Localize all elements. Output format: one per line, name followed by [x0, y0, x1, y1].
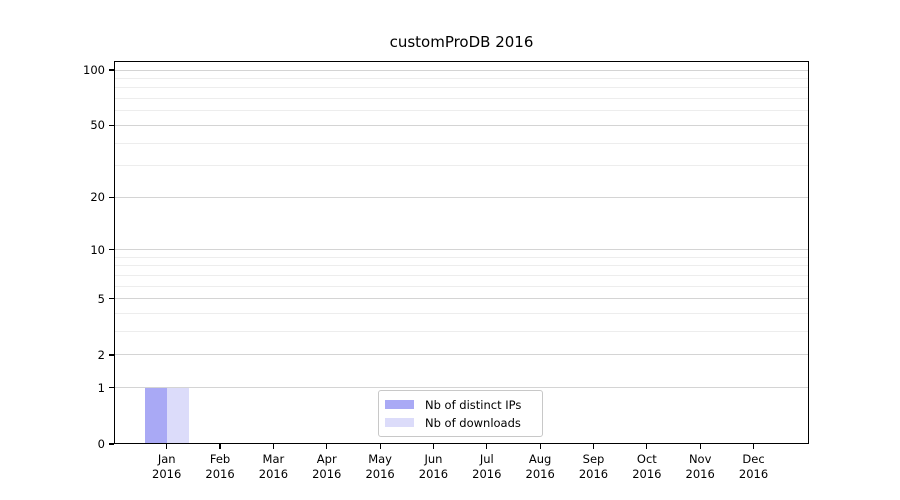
- y-tick-label: 5: [97, 291, 105, 306]
- legend-swatch-distinct-ips: [385, 400, 414, 409]
- y-tick-mark: [109, 124, 114, 127]
- legend-label-distinct-ips: Nb of distinct IPs: [425, 397, 522, 412]
- x-tick-label: Mar 2016: [241, 452, 305, 482]
- y-tick-mark: [109, 354, 114, 356]
- chart-legend: Nb of distinct IPs Nb of downloads: [378, 390, 543, 437]
- minor-gridline: [114, 87, 809, 89]
- month-label: May: [368, 452, 392, 466]
- x-tick-mark: [166, 444, 168, 449]
- year-label: 2016: [312, 467, 342, 481]
- minor-gridline: [114, 331, 809, 333]
- year-label: 2016: [685, 467, 715, 481]
- y-tick-label: 2: [97, 347, 105, 362]
- x-tick-mark: [592, 444, 595, 449]
- minor-gridline: [114, 78, 809, 80]
- x-tick-label: Apr 2016: [295, 452, 359, 482]
- minor-gridline: [114, 142, 809, 144]
- y-tick-mark: [109, 387, 114, 389]
- month-label: Jan: [157, 452, 176, 466]
- y-tick-label: 10: [90, 242, 105, 257]
- x-tick-mark: [646, 444, 648, 449]
- major-gridline: [114, 387, 809, 389]
- x-tick-label: Jan 2016: [135, 452, 199, 482]
- month-label: Dec: [742, 452, 765, 466]
- x-tick-mark: [486, 444, 488, 449]
- legend-swatch-downloads: [385, 418, 414, 427]
- year-label: 2016: [418, 467, 449, 481]
- minor-gridline: [114, 313, 809, 315]
- x-tick-label: Nov 2016: [668, 452, 732, 482]
- x-tick-mark: [699, 444, 701, 449]
- y-tick-label: 100: [83, 63, 105, 78]
- month-label: Jul: [479, 452, 494, 466]
- x-tick-mark: [272, 444, 274, 449]
- month-label: Sep: [582, 452, 605, 466]
- x-tick-label: Aug 2016: [508, 452, 572, 482]
- x-tick-mark: [326, 444, 328, 449]
- x-tick-mark: [752, 444, 755, 449]
- minor-gridline: [114, 265, 809, 267]
- month-label: Jun: [424, 452, 443, 466]
- month-label: Oct: [636, 452, 657, 466]
- major-gridline: [114, 196, 809, 198]
- major-gridline: [114, 69, 809, 71]
- year-label: 2016: [258, 467, 289, 481]
- month-label: Aug: [528, 452, 552, 466]
- y-tick-mark: [109, 249, 114, 251]
- year-label: 2016: [205, 467, 235, 481]
- x-tick-mark: [432, 444, 435, 449]
- x-tick-mark: [379, 444, 381, 449]
- y-tick-label: 1: [97, 380, 105, 395]
- major-gridline: [114, 124, 809, 126]
- x-tick-label: May 2016: [348, 452, 412, 482]
- year-label: 2016: [525, 467, 555, 481]
- minor-gridline: [114, 110, 809, 112]
- year-label: 2016: [472, 467, 502, 481]
- x-tick-label: Jun 2016: [401, 452, 465, 482]
- y-tick-label: 50: [90, 118, 105, 133]
- major-gridline: [114, 354, 809, 356]
- y-tick-label: 20: [90, 190, 105, 205]
- month-label: Mar: [262, 452, 285, 466]
- legend-label-downloads: Nb of downloads: [425, 415, 521, 430]
- minor-gridline: [114, 285, 809, 287]
- x-tick-label: Feb 2016: [188, 452, 252, 482]
- minor-gridline: [114, 165, 809, 167]
- legend-row-distinct-ips: Nb of distinct IPs: [385, 396, 536, 414]
- x-tick-label: Oct 2016: [615, 452, 679, 482]
- year-label: 2016: [578, 467, 609, 481]
- y-tick-mark: [109, 196, 114, 198]
- month-label: Feb: [209, 452, 231, 466]
- year-label: 2016: [632, 467, 662, 481]
- minor-gridline: [114, 275, 809, 277]
- bar-downloads: [166, 387, 189, 444]
- year-label: 2016: [365, 467, 395, 481]
- month-label: Apr: [316, 452, 337, 466]
- y-tick-mark: [109, 69, 114, 71]
- year-label: 2016: [152, 467, 182, 481]
- x-tick-label: Dec 2016: [722, 452, 786, 482]
- y-tick-mark: [109, 443, 114, 445]
- x-tick-mark: [219, 444, 221, 449]
- major-gridline: [114, 249, 809, 251]
- chart-title: customProDB 2016: [389, 33, 534, 51]
- legend-row-downloads: Nb of downloads: [385, 414, 536, 432]
- year-label: 2016: [738, 467, 769, 481]
- minor-gridline: [114, 256, 809, 258]
- major-gridline: [114, 298, 809, 300]
- x-tick-label: Jul 2016: [455, 452, 519, 482]
- y-tick-mark: [109, 298, 114, 300]
- y-tick-label: 0: [97, 437, 105, 451]
- x-tick-mark: [539, 444, 541, 449]
- minor-gridline: [114, 98, 809, 100]
- x-tick-label: Sep 2016: [562, 452, 626, 482]
- bar-distinct-ips: [144, 387, 167, 444]
- month-label: Nov: [688, 452, 712, 466]
